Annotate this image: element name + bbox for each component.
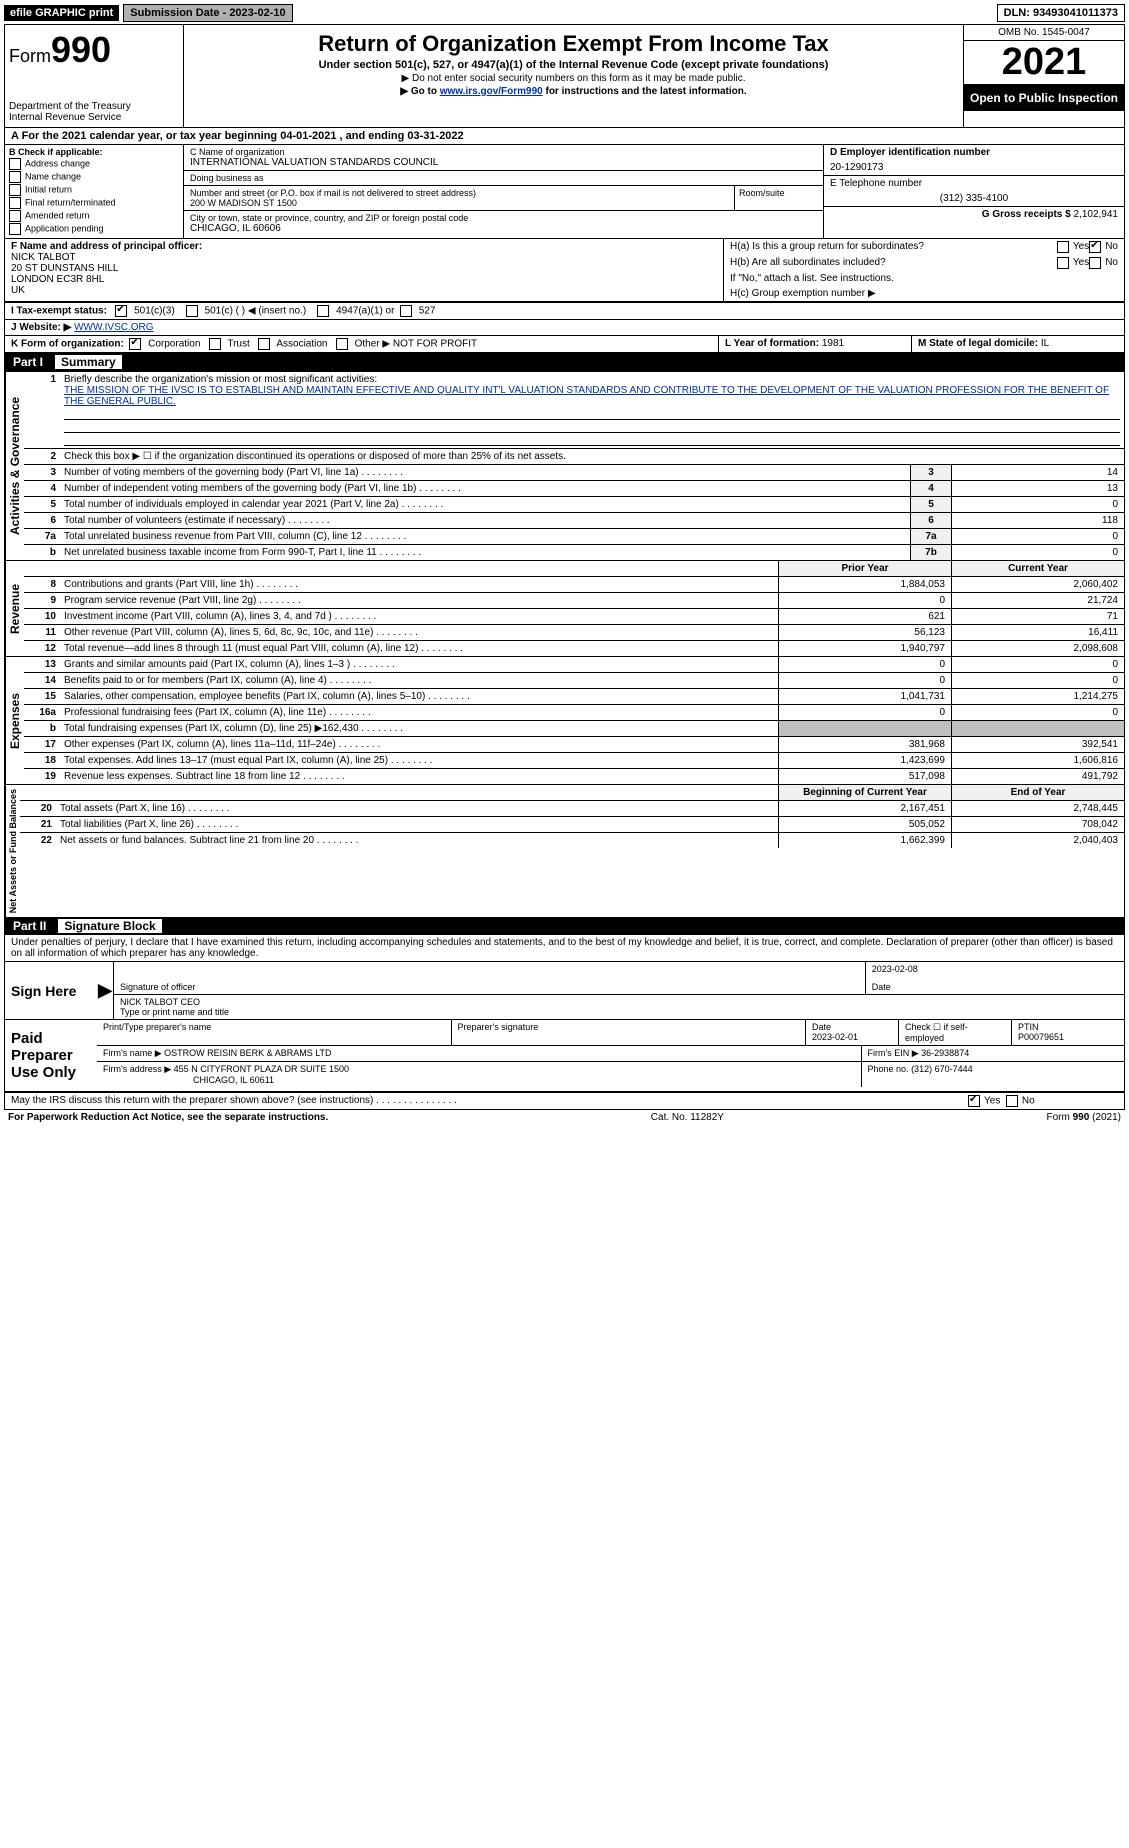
line-row: 5 Total number of individuals employed i… bbox=[24, 497, 1124, 513]
irs-link[interactable]: www.irs.gov/Form990 bbox=[440, 86, 543, 97]
omb-number: OMB No. 1545-0047 bbox=[964, 25, 1124, 41]
501c3-checkbox[interactable] bbox=[115, 305, 127, 317]
line-row: 3 Number of voting members of the govern… bbox=[24, 465, 1124, 481]
website-link[interactable]: WWW.IVSC.ORG bbox=[74, 322, 153, 333]
net-assets-section: Net Assets or Fund Balances Beginning of… bbox=[5, 784, 1124, 917]
discuss-yes-checkbox[interactable] bbox=[968, 1095, 980, 1107]
sign-here-block: Sign Here ▶ Signature of officer 2023-02… bbox=[5, 962, 1124, 1020]
irs-label: Internal Revenue Service bbox=[9, 112, 179, 123]
line-row: 4 Number of independent voting members o… bbox=[24, 481, 1124, 497]
form-990-container: Form990 Department of the Treasury Inter… bbox=[4, 24, 1125, 1110]
note-ssn: ▶ Do not enter social security numbers o… bbox=[192, 73, 955, 84]
form-prefix: Form bbox=[9, 46, 51, 66]
dln-box: DLN: 93493041011373 bbox=[997, 4, 1125, 22]
part-1-header: Part I Summary bbox=[5, 353, 1124, 371]
line-row: 16a Professional fundraising fees (Part … bbox=[24, 705, 1124, 721]
line-row: 15 Salaries, other compensation, employe… bbox=[24, 689, 1124, 705]
box-b: B Check if applicable: Address change Na… bbox=[5, 145, 184, 238]
paid-preparer-block: Paid Preparer Use Only Print/Type prepar… bbox=[5, 1020, 1124, 1092]
discuss-no-checkbox[interactable] bbox=[1006, 1095, 1018, 1107]
section-b-to-g: B Check if applicable: Address change Na… bbox=[5, 145, 1124, 239]
dept-label: Department of the Treasury bbox=[9, 101, 179, 112]
section-f-h: F Name and address of principal officer:… bbox=[5, 239, 1124, 302]
box-h: H(a) Is this a group return for subordin… bbox=[724, 239, 1124, 301]
penalties-statement: Under penalties of perjury, I declare th… bbox=[5, 935, 1124, 962]
revenue-section: Revenue Prior Year Current Year 8 Contri… bbox=[5, 560, 1124, 656]
line-row: 6 Total number of volunteers (estimate i… bbox=[24, 513, 1124, 529]
tax-year: 2021 bbox=[964, 41, 1124, 85]
expenses-label: Expenses bbox=[5, 657, 24, 784]
line-row: 22 Net assets or fund balances. Subtract… bbox=[20, 833, 1124, 848]
box-j-row: J Website: ▶ WWW.IVSC.ORG bbox=[5, 320, 1124, 336]
officer-name: NICK TALBOT CEO bbox=[120, 997, 1118, 1007]
top-bar: efile GRAPHIC print Submission Date - 20… bbox=[4, 4, 1125, 22]
box-i-row: I Tax-exempt status: 501(c)(3) 501(c) ( … bbox=[5, 302, 1124, 320]
line-row: 9 Program service revenue (Part VIII, li… bbox=[24, 593, 1124, 609]
form-header: Form990 Department of the Treasury Inter… bbox=[5, 25, 1124, 128]
line-row: b Net unrelated business taxable income … bbox=[24, 545, 1124, 560]
box-k-l-m-row: K Form of organization: Corporation Trus… bbox=[5, 336, 1124, 353]
line-row: 17 Other expenses (Part IX, column (A), … bbox=[24, 737, 1124, 753]
line-row: b Total fundraising expenses (Part IX, c… bbox=[24, 721, 1124, 737]
line-row: 12 Total revenue—add lines 8 through 11 … bbox=[24, 641, 1124, 656]
efile-label: efile GRAPHIC print bbox=[4, 5, 119, 21]
header-left: Form990 Department of the Treasury Inter… bbox=[5, 25, 184, 127]
street-address: 200 W MADISON ST 1500 bbox=[190, 198, 728, 208]
revenue-label: Revenue bbox=[5, 561, 24, 656]
line-row: 18 Total expenses. Add lines 13–17 (must… bbox=[24, 753, 1124, 769]
line-row: 10 Investment income (Part VIII, column … bbox=[24, 609, 1124, 625]
form-subtitle: Under section 501(c), 527, or 4947(a)(1)… bbox=[192, 59, 955, 71]
header-right: OMB No. 1545-0047 2021 Open to Public In… bbox=[963, 25, 1124, 127]
mission-text[interactable]: THE MISSION OF THE IVSC IS TO ESTABLISH … bbox=[64, 385, 1109, 407]
city-state-zip: CHICAGO, IL 60606 bbox=[190, 223, 817, 234]
form-number: 990 bbox=[51, 29, 111, 70]
net-assets-label: Net Assets or Fund Balances bbox=[5, 785, 20, 917]
line-row: 19 Revenue less expenses. Subtract line … bbox=[24, 769, 1124, 784]
arrow-icon: ▶ bbox=[97, 962, 114, 1019]
open-to-public: Open to Public Inspection bbox=[964, 85, 1124, 111]
line-row: 8 Contributions and grants (Part VIII, l… bbox=[24, 577, 1124, 593]
discuss-row: May the IRS discuss this return with the… bbox=[5, 1092, 1124, 1109]
org-name: INTERNATIONAL VALUATION STANDARDS COUNCI… bbox=[190, 157, 817, 168]
line-row: 20 Total assets (Part X, line 16) 2,167,… bbox=[20, 801, 1124, 817]
line-row: 14 Benefits paid to or for members (Part… bbox=[24, 673, 1124, 689]
telephone: (312) 335-4100 bbox=[830, 193, 1118, 204]
expenses-section: Expenses 13 Grants and similar amounts p… bbox=[5, 656, 1124, 784]
line-row: 21 Total liabilities (Part X, line 26) 5… bbox=[20, 817, 1124, 833]
governance-section: Activities & Governance 1 Briefly descri… bbox=[5, 371, 1124, 560]
line-row: 11 Other revenue (Part VIII, column (A),… bbox=[24, 625, 1124, 641]
ein: 20-1290173 bbox=[830, 162, 1118, 173]
firm-name: OSTROW REISIN BERK & ABRAMS LTD bbox=[164, 1048, 331, 1058]
submission-date-box: Submission Date - 2023-02-10 bbox=[123, 4, 292, 22]
gross-receipts: 2,102,941 bbox=[1074, 209, 1119, 220]
form-title: Return of Organization Exempt From Incom… bbox=[192, 31, 955, 57]
page-footer: For Paperwork Reduction Act Notice, see … bbox=[4, 1110, 1125, 1125]
part-2-header: Part II Signature Block bbox=[5, 917, 1124, 935]
period-row: A For the 2021 calendar year, or tax yea… bbox=[5, 128, 1124, 145]
line-row: 7a Total unrelated business revenue from… bbox=[24, 529, 1124, 545]
box-c: C Name of organization INTERNATIONAL VAL… bbox=[184, 145, 823, 238]
note-link: ▶ Go to www.irs.gov/Form990 for instruct… bbox=[192, 86, 955, 97]
header-center: Return of Organization Exempt From Incom… bbox=[184, 25, 963, 127]
line-row: 13 Grants and similar amounts paid (Part… bbox=[24, 657, 1124, 673]
boxes-d-e-g: D Employer identification number 20-1290… bbox=[823, 145, 1124, 238]
governance-label: Activities & Governance bbox=[5, 372, 24, 560]
box-f: F Name and address of principal officer:… bbox=[5, 239, 724, 301]
